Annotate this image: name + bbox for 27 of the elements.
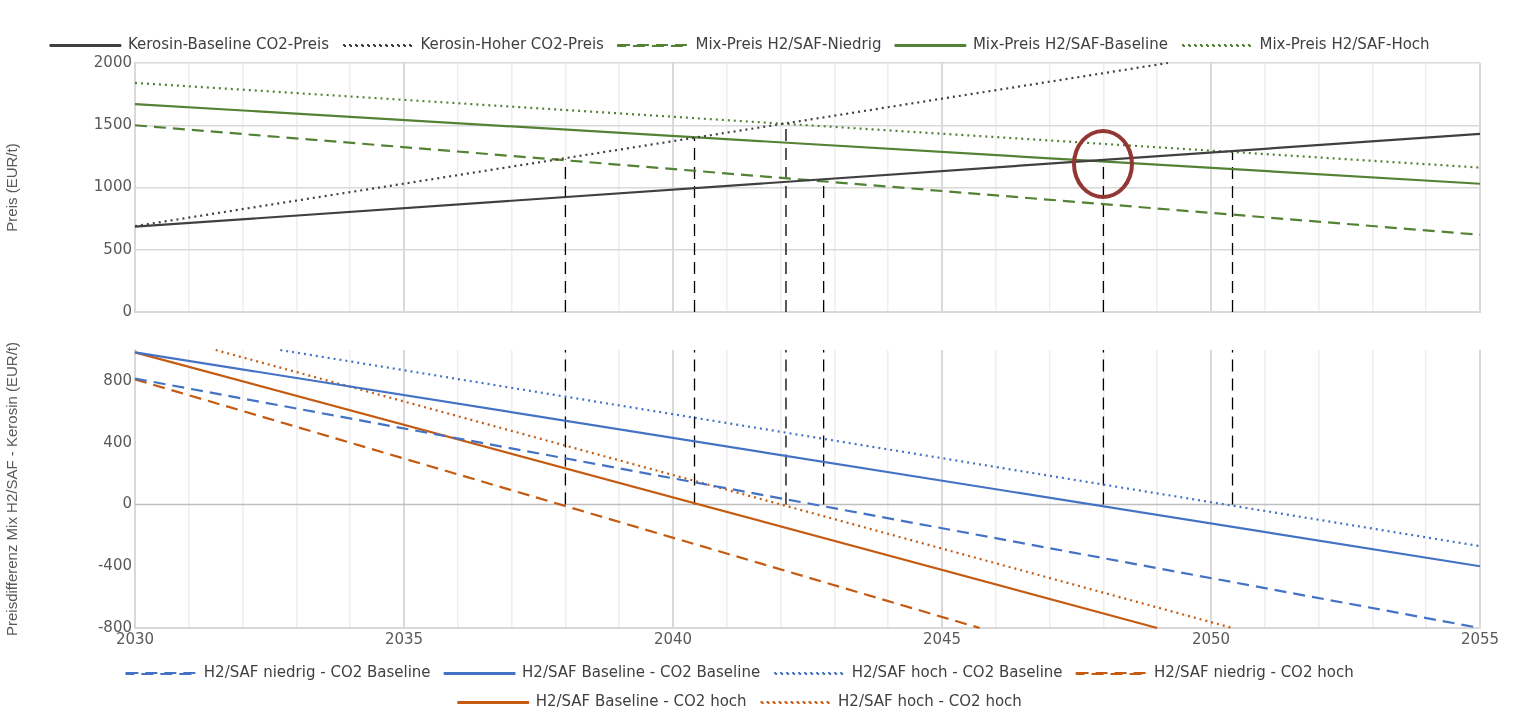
y-tick-label: 1000 [93, 177, 132, 196]
legend-label: Mix-Preis H2/SAF-Niedrig [695, 35, 882, 54]
legend-label: H2/SAF niedrig - CO2 hoch [1154, 663, 1354, 682]
legend-label: H2/SAF Baseline - CO2 hoch [535, 692, 747, 711]
y-tick-label: 0 [122, 301, 132, 320]
legend-label: H2/SAF hoch - CO2 Baseline [851, 663, 1063, 682]
y-tick-label: -400 [97, 556, 132, 575]
y-tick-label: 400 [103, 432, 132, 451]
legend-label: Kerosin-Hoher CO2-Preis [420, 35, 605, 54]
y-tick-label: 500 [103, 239, 132, 258]
legend-label: Mix-Preis H2/SAF-Baseline [972, 35, 1168, 54]
x-tick-label: 2045 [922, 629, 962, 648]
y-tick-label: 2000 [93, 52, 132, 71]
legend-label: H2/SAF niedrig - CO2 Baseline [203, 663, 431, 682]
x-tick-label: 2050 [1191, 629, 1231, 648]
legend-label: Kerosin-Baseline CO2-Preis [127, 35, 330, 54]
y-tick-label: 800 [103, 370, 132, 389]
x-tick-label: 2055 [1460, 629, 1500, 648]
y-axis-title: Preis (EUR/t) [3, 143, 21, 232]
x-tick-label: 2035 [384, 629, 424, 648]
y-axis-title: Preisdifferenz Mix H2/SAF - Kerosin (EUR/t) [3, 342, 21, 636]
legend-label: Mix-Preis H2/SAF-Hoch [1259, 35, 1430, 54]
y-tick-label: 1500 [93, 115, 132, 134]
legend-label: H2/SAF Baseline - CO2 Baseline [522, 663, 761, 682]
x-tick-label: 2040 [653, 629, 693, 648]
legend-label: H2/SAF hoch - CO2 hoch [838, 692, 1022, 711]
y-tick-label: 0 [122, 494, 132, 513]
